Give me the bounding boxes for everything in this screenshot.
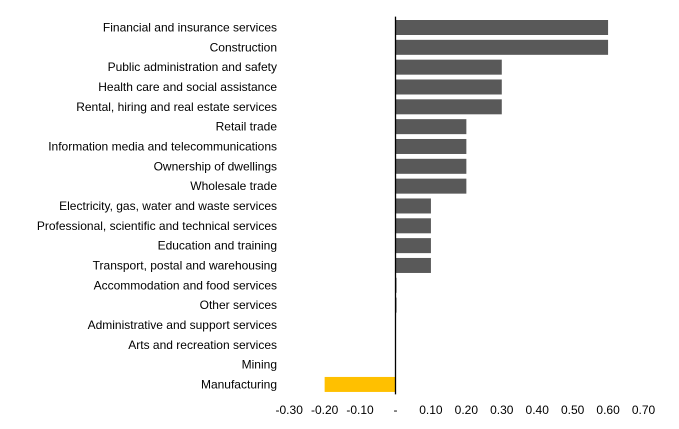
x-tick-label: 0.40 <box>526 403 550 417</box>
category-label: Education and training <box>158 239 277 253</box>
category-label: Financial and insurance services <box>103 21 277 35</box>
x-tick-label: -0.20 <box>311 403 339 417</box>
bar <box>395 99 502 115</box>
x-tick-label: 0.10 <box>419 403 443 417</box>
bar <box>395 198 431 214</box>
bar <box>395 119 467 135</box>
category-label: Information media and telecommunications <box>48 139 277 153</box>
category-label: Other services <box>200 298 277 312</box>
category-label: Ownership of dwellings <box>154 159 277 173</box>
bar <box>395 138 467 154</box>
x-axis-tick-labels: -0.30 -0.20 -0.10-0.10 0.20 0.30 0.40 0.50 0.60… <box>276 403 656 417</box>
bar <box>395 20 609 35</box>
category-label: Accommodation and food services <box>94 278 277 292</box>
x-tick-label: 0.60 <box>596 403 620 417</box>
x-tick-label: 0.30 <box>490 403 514 417</box>
x-tick-label: -0.10 <box>346 403 374 417</box>
bar <box>395 178 467 194</box>
category-label: Arts and recreation services <box>128 338 277 352</box>
category-label: Professional, scientific and technical s… <box>37 219 277 233</box>
category-label: Transport, postal and warehousing <box>93 258 277 272</box>
category-label: Electricity, gas, water and waste servic… <box>59 199 277 213</box>
category-labels: Financial and insurance services Construc… <box>37 21 277 392</box>
category-label: Wholesale trade <box>190 179 277 193</box>
bar <box>395 238 431 254</box>
x-tick-label: -0.30 <box>276 403 304 417</box>
category-label: Administrative and support services <box>88 318 277 332</box>
bar <box>395 79 502 95</box>
bar <box>395 158 467 174</box>
bar <box>395 39 609 55</box>
category-label: Rental, hiring and real estate services <box>76 100 277 114</box>
x-tick-label: 0.50 <box>561 403 585 417</box>
bar <box>395 218 431 234</box>
category-label: Manufacturing <box>201 377 277 391</box>
category-label: Construction <box>210 40 277 54</box>
bar <box>324 376 396 392</box>
category-label: Retail trade <box>216 120 278 134</box>
category-label: Public administration and safety <box>108 60 277 74</box>
bars-group <box>324 20 609 392</box>
bar <box>395 59 502 75</box>
x-tick-label: 0.20 <box>455 403 479 417</box>
category-label: Mining <box>242 358 277 372</box>
x-tick-label: 0.70 <box>632 403 656 417</box>
category-label: Health care and social assistance <box>98 80 277 94</box>
x-tick-label: - <box>394 403 398 417</box>
bar <box>395 257 431 273</box>
